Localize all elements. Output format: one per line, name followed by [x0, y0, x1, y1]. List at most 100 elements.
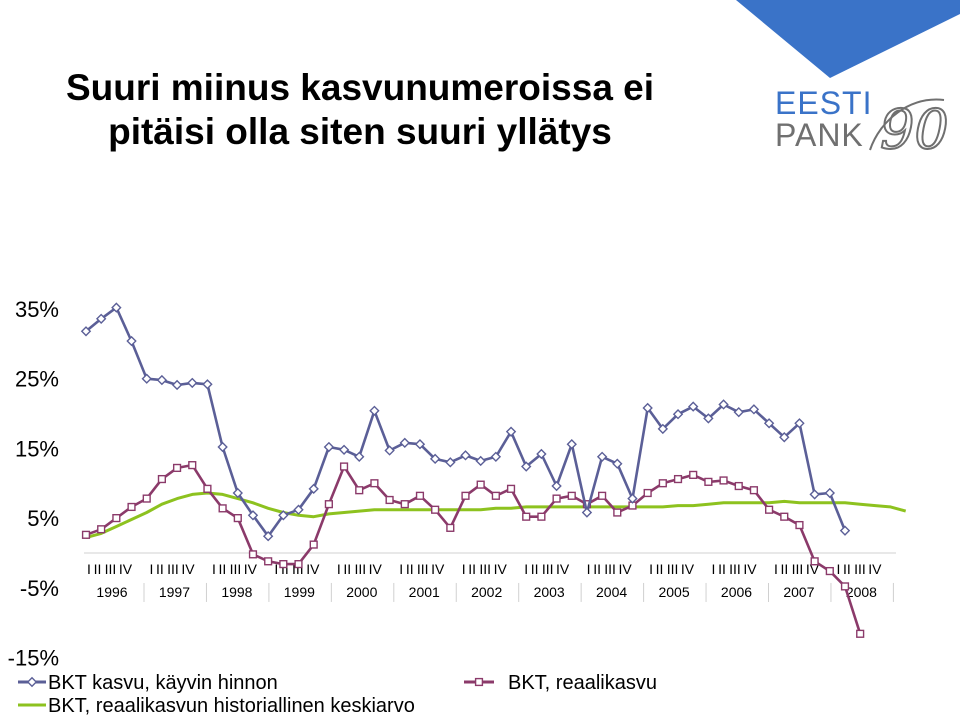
x-quarter-label: I — [462, 561, 466, 577]
x-year-label: 1997 — [159, 584, 190, 600]
data-point — [127, 502, 136, 512]
data-point — [475, 455, 486, 467]
data-point — [733, 406, 744, 418]
legend-label: BKT, reaalikasvu — [508, 672, 657, 694]
y-tick-label: 35% — [15, 297, 59, 322]
x-quarter-label: IV — [743, 561, 757, 577]
x-quarter-label: III — [354, 561, 366, 577]
x-quarter-label: II — [843, 561, 851, 577]
data-point — [112, 514, 121, 523]
x-quarter-label: I — [587, 561, 591, 577]
data-point — [551, 480, 562, 492]
x-quarter-label: III — [667, 561, 679, 577]
data-point — [490, 451, 502, 462]
logo-word-pank: PANK — [775, 117, 864, 153]
x-quarter-label: IV — [306, 561, 320, 577]
x-year-label: 1996 — [96, 584, 127, 600]
data-point — [80, 326, 92, 337]
x-year-label: 2002 — [471, 584, 502, 600]
data-point — [355, 486, 364, 495]
data-point — [248, 550, 258, 559]
data-point — [476, 480, 485, 489]
x-quarter-label: I — [836, 561, 840, 577]
x-quarter-label: III — [542, 561, 554, 577]
data-point — [840, 582, 850, 591]
data-point — [839, 525, 851, 536]
data-point — [688, 401, 699, 412]
x-quarter-label: III — [167, 561, 179, 577]
y-tick-label: 15% — [15, 436, 59, 461]
data-point — [734, 481, 743, 491]
data-point — [142, 494, 151, 503]
data-point — [157, 474, 167, 484]
data-point — [460, 450, 471, 461]
data-point — [294, 560, 303, 569]
data-point — [642, 402, 653, 414]
data-point — [643, 488, 652, 498]
data-point — [172, 463, 182, 473]
x-quarter-label: IV — [431, 561, 445, 577]
data-point — [536, 448, 547, 460]
data-point — [825, 566, 834, 576]
data-point — [97, 525, 106, 534]
x-quarter-label: III — [417, 561, 429, 577]
data-point — [718, 399, 729, 410]
data-point — [765, 505, 774, 514]
x-quarter-label: II — [219, 561, 227, 577]
x-quarter-label: IV — [244, 561, 258, 577]
x-quarter-label: III — [854, 561, 866, 577]
data-point — [202, 379, 213, 390]
data-point — [779, 432, 790, 443]
x-year-label: 2007 — [783, 584, 814, 600]
x-quarter-label: IV — [369, 561, 383, 577]
data-point — [748, 404, 760, 415]
data-point — [613, 508, 622, 517]
x-quarter-label: I — [274, 561, 278, 577]
data-point — [171, 379, 183, 391]
data-point — [385, 495, 394, 505]
data-point — [293, 504, 304, 515]
data-point — [780, 512, 789, 521]
x-quarter-label: I — [399, 561, 403, 577]
data-point — [370, 479, 379, 488]
data-point — [612, 458, 623, 469]
series-3 — [85, 491, 907, 540]
x-quarter-label: IV — [618, 561, 632, 577]
y-axis: 35% 25% 15% 5% -5% -15% — [8, 297, 59, 671]
data-point — [581, 507, 593, 518]
data-point — [384, 445, 395, 456]
x-quarter-label: I — [524, 561, 528, 577]
y-tick-label: 25% — [15, 367, 59, 392]
data-point — [339, 462, 349, 471]
x-quarter-label: IV — [868, 561, 882, 577]
x-quarter-label: II — [468, 561, 476, 577]
x-year-label: 2008 — [846, 584, 877, 600]
data-point — [794, 418, 805, 429]
x-quarter-label: IV — [119, 561, 133, 577]
data-point — [400, 500, 409, 509]
series-1 — [80, 302, 851, 542]
data-point — [461, 491, 470, 500]
data-point — [233, 514, 242, 523]
logo-word-eesti: EESTI — [775, 85, 872, 121]
y-tick-label: -15% — [8, 646, 59, 671]
x-quarter-label: II — [281, 561, 289, 577]
x-year-label: 2004 — [596, 584, 627, 600]
data-point — [126, 335, 137, 347]
data-point — [414, 439, 426, 450]
series-layer — [80, 302, 907, 638]
data-point — [324, 500, 333, 509]
data-point — [856, 629, 865, 638]
slide-title: Suuri miinus kasvunumeroissa ei pitäisi … — [0, 66, 720, 154]
slide-title-line-1: Suuri miinus kasvunumeroissa ei — [65, 67, 655, 108]
data-point — [217, 441, 228, 453]
x-quarter-label: III — [292, 561, 304, 577]
x-quarter-label: III — [230, 561, 242, 577]
data-point — [399, 437, 410, 449]
x-year-label: 2000 — [346, 584, 377, 600]
legend-item-1: BKT kasvu, käyvin hinnon — [18, 672, 278, 694]
x-quarter-label: I — [337, 561, 341, 577]
data-point — [141, 373, 152, 384]
series-line — [85, 491, 907, 540]
